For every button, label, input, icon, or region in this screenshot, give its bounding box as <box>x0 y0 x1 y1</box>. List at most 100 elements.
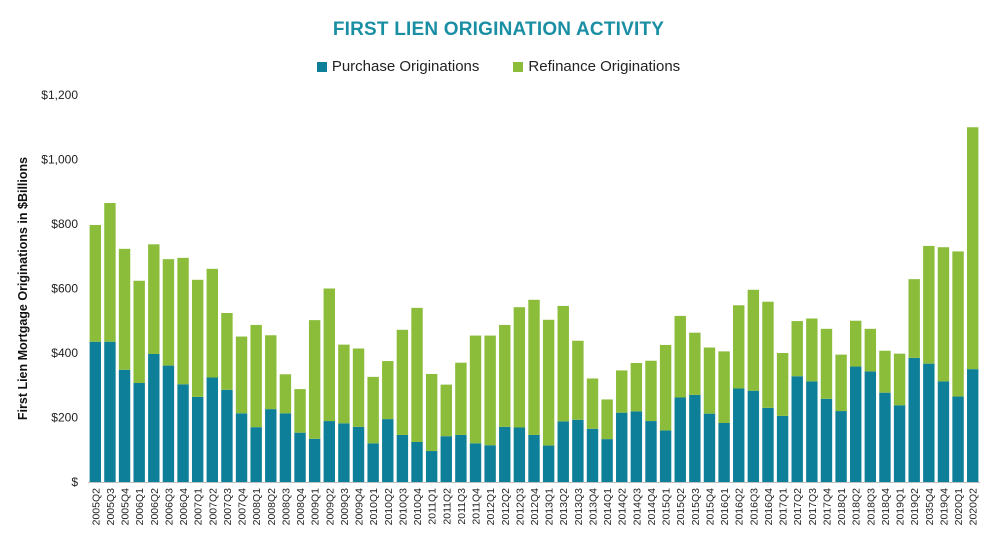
bar-refinance <box>528 299 540 435</box>
bar-refinance <box>601 399 613 440</box>
x-tick-label: 2010Q2 <box>383 488 395 526</box>
x-tick-label: 2007Q2 <box>207 488 219 526</box>
bar-refinance <box>133 280 145 383</box>
bar-purchase <box>118 369 131 482</box>
bar-refinance <box>850 320 862 367</box>
bar-purchase <box>411 442 423 482</box>
bar-purchase <box>820 398 833 482</box>
bar-refinance <box>352 348 365 427</box>
x-tick-label: 2017Q1 <box>778 488 790 526</box>
x-tick-label: 2006Q3 <box>163 488 175 526</box>
x-tick-label: 2017Q2 <box>792 488 804 526</box>
bar-purchase <box>791 376 803 482</box>
bar-refinance <box>937 247 950 382</box>
x-tick-label: 2012Q4 <box>529 488 541 526</box>
bar-refinance <box>542 319 555 446</box>
bar-purchase <box>133 382 145 482</box>
bar-purchase <box>221 389 233 482</box>
x-tick-label: 2007Q3 <box>222 488 234 526</box>
legend-item-refinance: Refinance Originations <box>513 58 680 75</box>
bar-refinance <box>104 203 116 342</box>
x-tick-label: 2017Q3 <box>807 488 819 526</box>
x-tick-label: 2018Q2 <box>851 488 863 526</box>
bar-purchase <box>616 412 628 482</box>
bar-refinance <box>864 328 877 372</box>
bar-refinance <box>952 251 964 397</box>
bar-refinance <box>616 370 628 413</box>
bar-refinance <box>499 324 511 427</box>
bar-refinance <box>265 335 277 410</box>
x-tick-label: 2005Q4 <box>120 488 132 526</box>
legend-label-purchase: Purchase Originations <box>331 58 480 75</box>
x-tick-label: 2013Q2 <box>558 488 570 526</box>
x-tick-label: 2018Q3 <box>865 488 877 526</box>
bar-purchase <box>923 363 935 482</box>
bar-refinance <box>630 363 643 412</box>
bar-purchase <box>484 445 496 482</box>
bar-purchase <box>352 426 365 482</box>
x-tick-label: 2016Q3 <box>748 488 760 526</box>
x-tick-label: 2015Q3 <box>690 488 702 526</box>
bar-refinance <box>162 259 175 366</box>
x-tick-label: 2016Q2 <box>734 488 746 526</box>
bar-refinance <box>586 378 599 429</box>
x-tick-label: 2006Q1 <box>134 488 146 526</box>
x-tick-label: 2035Q4 <box>924 488 936 526</box>
bar-refinance <box>908 279 920 358</box>
x-tick-label: 2010Q1 <box>368 488 380 526</box>
x-tick-label: 2008Q4 <box>295 488 307 526</box>
bar-purchase <box>455 434 467 482</box>
bar-purchase <box>206 377 218 482</box>
bar-purchase <box>893 405 906 482</box>
x-tick-label: 2016Q4 <box>763 488 775 526</box>
bar-refinance <box>455 362 467 435</box>
bar-purchase <box>382 419 394 482</box>
bar-purchase <box>733 388 745 482</box>
y-tick-label: $200 <box>51 411 78 425</box>
bar-refinance <box>747 289 760 391</box>
bar-purchase <box>630 411 643 482</box>
bar-purchase <box>601 439 613 482</box>
x-tick-label: 2015Q2 <box>675 488 687 526</box>
y-tick-label: $1,000 <box>41 153 78 167</box>
legend-swatch-refinance <box>513 61 524 72</box>
x-tick-label: 2019Q2 <box>909 488 921 526</box>
x-tick-label: 2012Q3 <box>514 488 526 526</box>
bar-refinance <box>879 350 891 393</box>
legend-swatch-purchase <box>316 61 327 72</box>
bar-purchase <box>513 427 526 482</box>
bar-purchase <box>952 396 964 482</box>
bar-refinance <box>484 335 496 446</box>
bar-purchase <box>177 384 189 482</box>
bar-purchase <box>703 413 716 482</box>
y-tick-label: $600 <box>51 282 78 296</box>
x-tick-label: 2015Q1 <box>661 488 673 526</box>
bar-purchase <box>557 421 569 482</box>
legend-label-refinance: Refinance Originations <box>528 58 681 75</box>
x-tick-label: 2009Q1 <box>310 488 322 526</box>
x-tick-label: 2011Q2 <box>441 488 453 525</box>
bar-refinance <box>425 373 438 452</box>
x-tick-label: 2011Q3 <box>456 488 468 525</box>
bar-refinance <box>689 332 701 395</box>
x-tick-label: 2010Q3 <box>397 488 409 526</box>
bar-refinance <box>308 320 321 439</box>
bar-refinance <box>820 328 833 399</box>
bar-refinance <box>835 354 847 412</box>
bar-refinance <box>674 315 686 398</box>
y-tick-label: $ <box>71 475 78 489</box>
x-tick-label: 2013Q4 <box>587 488 599 526</box>
bar-purchase <box>586 428 599 482</box>
bar-purchase <box>338 423 350 482</box>
bar-purchase <box>469 443 482 482</box>
bar-purchase <box>835 411 847 482</box>
bar-purchase <box>659 430 672 482</box>
bar-purchase <box>864 371 877 482</box>
x-tick-label: 2020Q1 <box>953 488 965 526</box>
bar-purchase <box>528 434 540 482</box>
bar-refinance <box>411 307 423 443</box>
bar-purchase <box>235 413 248 482</box>
bar-refinance <box>89 224 102 342</box>
bar-purchase <box>162 365 175 482</box>
bar-purchase <box>250 427 262 482</box>
